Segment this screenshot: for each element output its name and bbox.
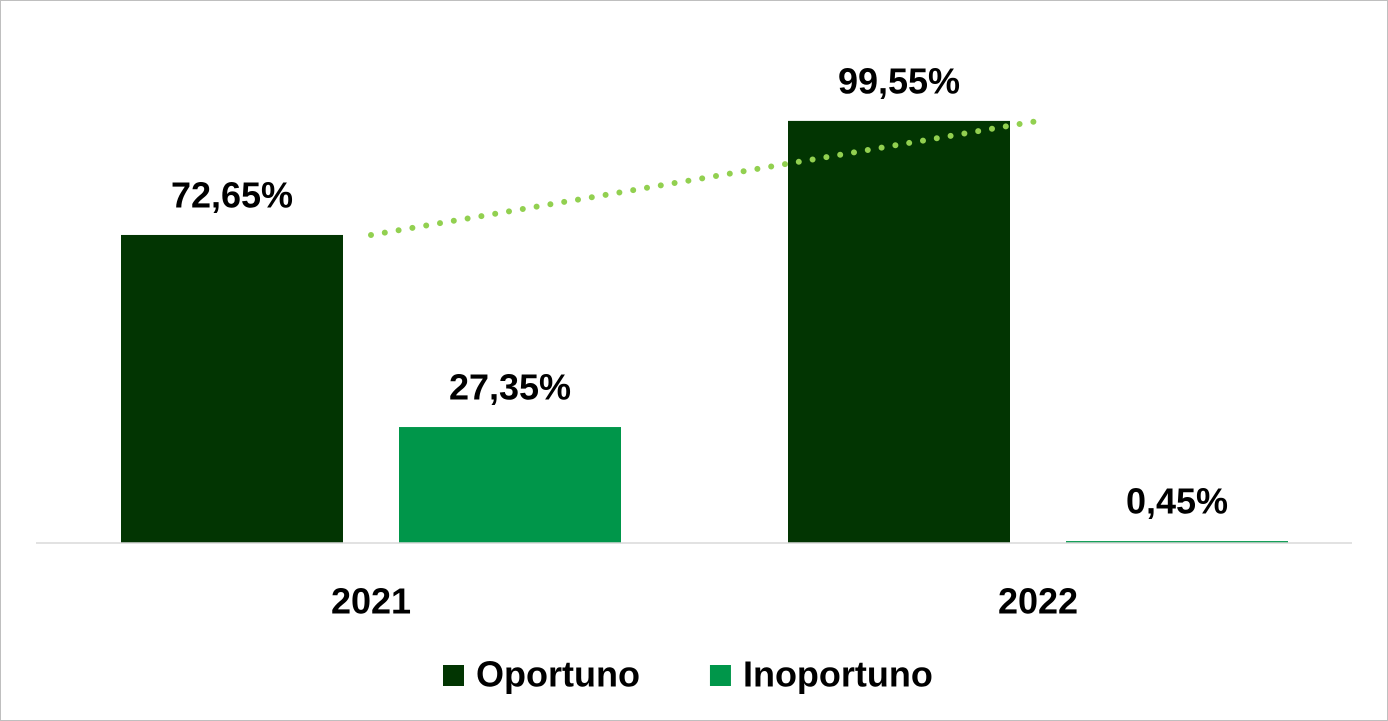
value-label: 99,55% [838,60,960,101]
bar [1066,541,1288,543]
value-label: 72,65% [171,174,293,215]
legend-swatch [443,665,464,686]
x-tick-label: 2021 [331,581,411,622]
bar [121,234,343,544]
value-label: 0,45% [1126,481,1228,522]
legend-swatch [709,665,731,686]
trendline [368,117,1041,238]
value-label: 27,35% [449,367,571,408]
legend-label: Inoportuno [743,654,933,695]
bar [788,120,1010,544]
bar [399,427,621,543]
x-tick-label: 2022 [998,581,1078,622]
legend-label: Oportuno [476,654,640,695]
